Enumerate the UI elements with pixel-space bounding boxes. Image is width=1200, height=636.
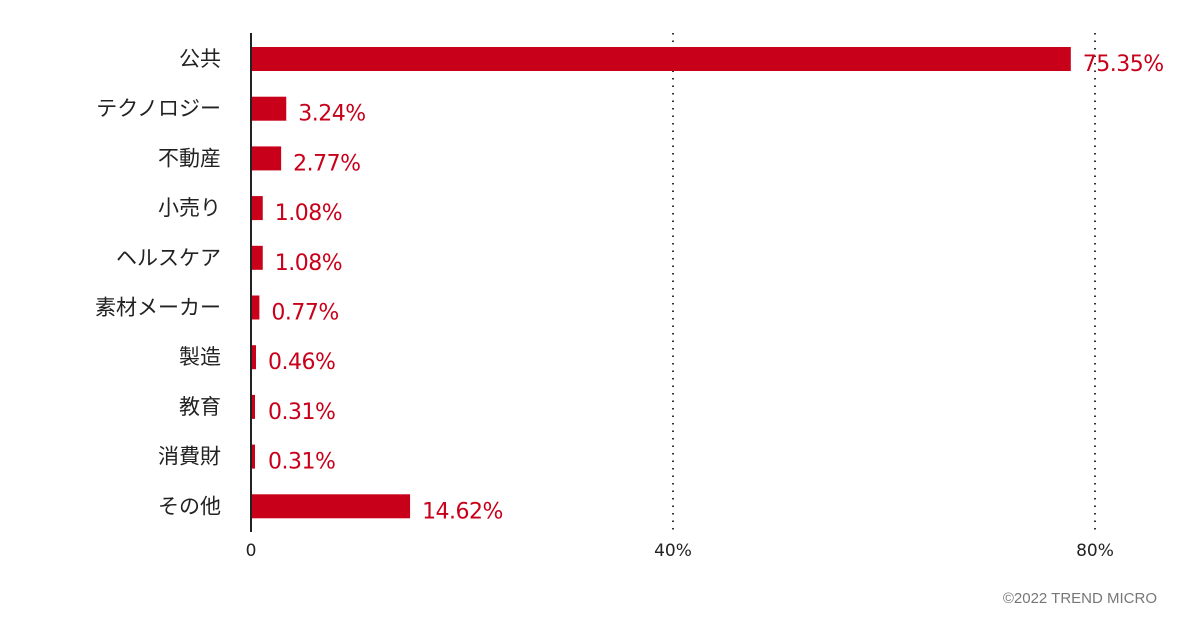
category-label: 公共 — [179, 47, 221, 71]
category-label: テクノロジー — [96, 97, 221, 121]
data-label: 75.35% — [1083, 52, 1164, 77]
data-label: 0.31% — [268, 450, 335, 475]
category-label: 教育 — [179, 395, 221, 419]
bar — [252, 444, 255, 469]
data-label: 3.24% — [298, 102, 365, 127]
bar — [252, 47, 1071, 71]
category-label: 不動産 — [158, 146, 221, 170]
data-label: 0.31% — [268, 400, 335, 425]
data-label: 1.08% — [275, 251, 342, 276]
data-label: 2.77% — [293, 151, 360, 176]
bar — [252, 96, 287, 121]
bar — [252, 196, 263, 221]
category-label: 素材メーカー — [95, 296, 221, 320]
x-tick-label: 80% — [1076, 541, 1114, 561]
category-label: 製造 — [179, 345, 221, 369]
bar — [252, 295, 260, 320]
bar — [252, 394, 255, 419]
bar — [252, 494, 411, 519]
bar — [252, 146, 282, 171]
category-label: ヘルスケア — [116, 246, 221, 270]
data-label: 0.46% — [268, 350, 335, 375]
data-label: 1.08% — [275, 201, 342, 226]
category-label: 小売り — [158, 196, 221, 220]
category-label: その他 — [158, 494, 221, 518]
x-tick-label: 40% — [654, 541, 692, 561]
x-tick-label: 0 — [246, 541, 257, 561]
data-label: 0.77% — [271, 301, 338, 326]
bar — [252, 245, 263, 270]
bar — [252, 345, 257, 370]
copyright-credit: ©2022 TREND MICRO — [1002, 590, 1157, 607]
data-label: 14.62% — [422, 499, 503, 524]
category-label: 消費財 — [158, 445, 221, 469]
